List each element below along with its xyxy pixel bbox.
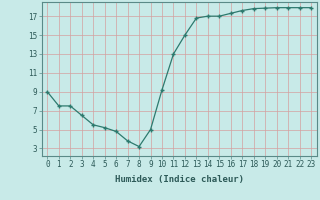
X-axis label: Humidex (Indice chaleur): Humidex (Indice chaleur) — [115, 175, 244, 184]
